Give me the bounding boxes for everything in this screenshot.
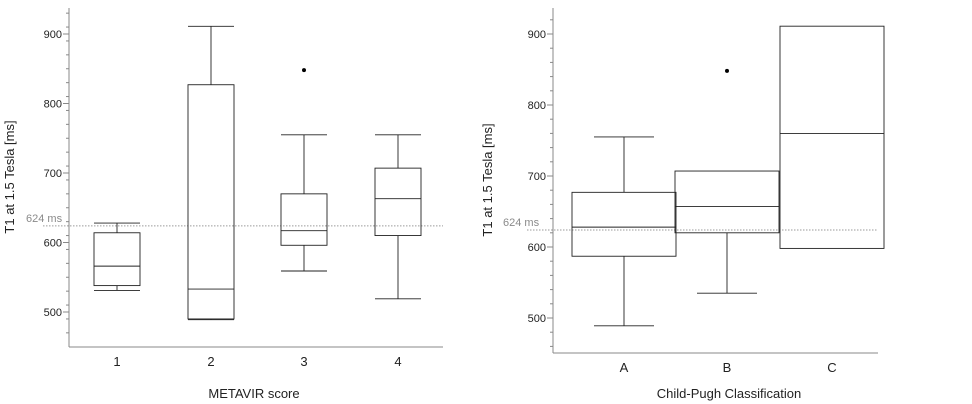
box-group-4 bbox=[374, 134, 422, 300]
y-axis-title: T1 at 1.5 Tesla [ms] bbox=[2, 120, 17, 233]
y-tick-label: 900 bbox=[528, 29, 546, 41]
box-group-1 bbox=[93, 222, 141, 291]
x-category-label: A bbox=[620, 360, 629, 375]
x-category-label: C bbox=[827, 360, 836, 375]
y-tick-label: 600 bbox=[44, 238, 62, 250]
outlier-point bbox=[302, 68, 306, 73]
box-group-2 bbox=[187, 25, 235, 321]
x-category-label: B bbox=[723, 360, 732, 375]
y-tick-label: 700 bbox=[528, 171, 546, 183]
iqr-box bbox=[93, 232, 141, 287]
y-tick-label: 700 bbox=[44, 168, 62, 180]
y-tick-label: 600 bbox=[528, 242, 546, 254]
outlier-point bbox=[725, 68, 729, 73]
y-tick-label: 500 bbox=[44, 307, 62, 319]
box-group-C bbox=[779, 25, 885, 249]
reference-line-label: 624 ms bbox=[503, 217, 540, 229]
x-axis-title: Child-Pugh Classification bbox=[657, 386, 802, 401]
x-category-label: 2 bbox=[207, 354, 214, 369]
box-group-A bbox=[571, 136, 677, 327]
x-category-label: 3 bbox=[300, 354, 307, 369]
iqr-box bbox=[280, 193, 328, 246]
iqr-box bbox=[674, 170, 780, 234]
y-tick-label: 500 bbox=[528, 313, 546, 325]
x-axis-title: METAVIR score bbox=[208, 386, 299, 401]
iqr-box bbox=[187, 84, 235, 320]
chart-panel-2: 500 600 700 800 900 624 ms A B C Child-Pugh Class… bbox=[480, 8, 885, 401]
box-group-3 bbox=[280, 68, 328, 272]
iqr-box bbox=[374, 167, 422, 236]
x-category-label: 4 bbox=[394, 354, 401, 369]
reference-line-label: 624 ms bbox=[26, 213, 63, 225]
iqr-box bbox=[779, 25, 885, 249]
x-category-label: 1 bbox=[113, 354, 120, 369]
box-group-B bbox=[674, 68, 780, 294]
iqr-box bbox=[571, 191, 677, 257]
y-tick-label: 800 bbox=[528, 100, 546, 112]
y-tick-label: 900 bbox=[44, 29, 62, 41]
y-axis-title: T1 at 1.5 Tesla [ms] bbox=[480, 123, 495, 236]
y-tick-label: 800 bbox=[44, 99, 62, 111]
chart-panel-1: 500 600 700 800 900 624 ms 1 2 3 4 METAVIR score T1… bbox=[2, 8, 443, 401]
